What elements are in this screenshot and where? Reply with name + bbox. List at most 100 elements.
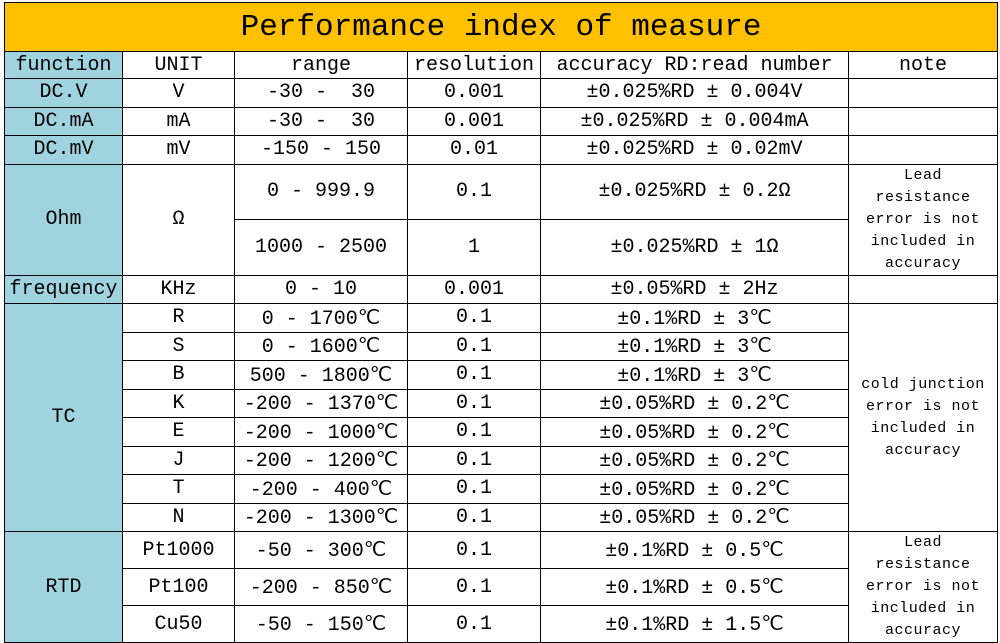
note-cell: Lead resistance error is not included in… xyxy=(847,531,999,643)
range-cell: 1000 - 2500 xyxy=(234,219,408,276)
table-title: Performance index of measure xyxy=(3,2,999,52)
unit-cell: Cu50 xyxy=(122,605,235,643)
table-row: B 500 - 1800℃ 0.1 ±0.1%RD ± 3℃ xyxy=(5,360,998,390)
range-cell: -150 - 150 xyxy=(234,135,408,165)
resolution-cell: 0.001 xyxy=(407,106,541,136)
note-cell xyxy=(847,135,999,165)
unit-cell: E xyxy=(122,417,235,447)
resolution-cell: 0.1 xyxy=(407,605,541,643)
unit-cell: B xyxy=(122,360,235,390)
range-cell: -200 - 1200℃ xyxy=(234,445,408,475)
accuracy-cell: ±0.05%RD ± 0.2℃ xyxy=(540,388,849,418)
accuracy-cell: ±0.1%RD ± 3℃ xyxy=(540,360,849,390)
accuracy-cell: ±0.025%RD ± 1Ω xyxy=(540,219,849,276)
unit-cell: T xyxy=(122,474,235,504)
unit-cell: V xyxy=(122,78,235,108)
function-cell: DC.mV xyxy=(4,135,123,165)
table-row: Ohm Ω 0 - 999.9 0.1 ±0.025%RD ± 0.2Ω Lead res… xyxy=(4,163,999,276)
resolution-cell: 0.1 xyxy=(407,474,541,504)
accuracy-cell: ±0.025%RD ± 0.004mA xyxy=(540,106,849,136)
accuracy-cell: ±0.1%RD ± 0.5℃ xyxy=(540,531,849,569)
range-cell: 0 - 10 xyxy=(234,274,408,304)
accuracy-cell: ±0.1%RD ± 3℃ xyxy=(540,331,849,361)
resolution-cell: 0.001 xyxy=(407,274,541,304)
unit-cell: Ω xyxy=(122,163,235,276)
table-row: DC.mV mV -150 - 150 0.01 ±0.025%RD ± 0.02mV xyxy=(4,135,999,165)
resolution-cell: 0.1 xyxy=(407,445,541,475)
table-row: T -200 - 400℃ 0.1 ±0.05%RD ± 0.2℃ xyxy=(5,474,998,504)
note-cell: Lead resistance error is not included in… xyxy=(847,163,999,276)
accuracy-cell: ±0.05%RD ± 0.2℃ xyxy=(540,417,849,447)
accuracy-cell: ±0.1%RD ± 1.5℃ xyxy=(540,605,849,643)
table-row: K -200 - 1370℃ 0.1 ±0.05%RD ± 0.2℃ xyxy=(5,388,998,418)
resolution-cell: 0.1 xyxy=(407,303,541,333)
accuracy-cell: ±0.025%RD ± 0.2Ω xyxy=(540,163,849,220)
spec-table: Performance index of measure function UNI… xyxy=(3,2,999,643)
range-cell: 0 - 999.9 xyxy=(234,163,408,220)
accuracy-cell: ±0.025%RD ± 0.004V xyxy=(540,78,849,108)
table-row: DC.V V -30 - 30 0.001 ±0.025%RD ± 0.004V xyxy=(4,78,999,108)
page: Performance index of measure function UNI… xyxy=(3,2,999,643)
function-cell: RTD xyxy=(4,531,123,643)
table-row: RTD Pt1000 -50 - 300℃ 0.1 ±0.1%RD ± 0.5℃ Lead… xyxy=(4,531,999,643)
table-row: E -200 - 1000℃ 0.1 ±0.05%RD ± 0.2℃ xyxy=(5,417,998,447)
function-cell: TC xyxy=(4,303,123,532)
range-cell: -50 - 150℃ xyxy=(234,605,408,643)
resolution-cell: 0.01 xyxy=(407,135,541,165)
range-cell: 0 - 1700℃ xyxy=(234,303,408,333)
range-cell: -200 - 1300℃ xyxy=(234,502,408,532)
accuracy-cell: ±0.025%RD ± 0.02mV xyxy=(540,135,849,165)
table-row: frequency KHz 0 - 10 0.001 ±0.05%RD ± 2Hz xyxy=(4,274,999,304)
function-cell: Ohm xyxy=(4,163,123,276)
table-row: DC.mA mA -30 - 30 0.001 ±0.025%RD ± 0.004mA xyxy=(4,106,999,136)
accuracy-cell: ±0.05%RD ± 0.2℃ xyxy=(540,502,849,532)
unit-cell: J xyxy=(122,445,235,475)
note-cell: cold junction error is not included in a… xyxy=(847,303,999,532)
resolution-cell: 0.1 xyxy=(407,388,541,418)
note-cell xyxy=(847,106,999,136)
table-row: N -200 - 1300℃ 0.1 ±0.05%RD ± 0.2℃ xyxy=(5,502,998,532)
unit-cell: Pt1000 xyxy=(122,531,235,569)
resolution-cell: 0.1 xyxy=(407,360,541,390)
accuracy-cell: ±0.05%RD ± 0.2℃ xyxy=(540,445,849,475)
column-header: function xyxy=(4,51,123,79)
column-header: resolution xyxy=(407,51,541,79)
resolution-cell: 0.001 xyxy=(407,78,541,108)
note-cell xyxy=(847,274,999,304)
function-cell: DC.V xyxy=(4,78,123,108)
accuracy-cell: ±0.05%RD ± 2Hz xyxy=(540,274,849,304)
accuracy-cell: ±0.05%RD ± 0.2℃ xyxy=(540,474,849,504)
column-header: note xyxy=(847,51,999,79)
resolution-cell: 0.1 xyxy=(407,568,541,606)
resolution-cell: 0.1 xyxy=(407,531,541,569)
range-cell: -200 - 400℃ xyxy=(234,474,408,504)
function-cell: frequency xyxy=(4,274,123,304)
range-cell: -30 - 30 xyxy=(234,78,408,108)
table-row: 1000 - 2500 1 ±0.025%RD ± 1Ω xyxy=(5,219,998,276)
range-cell: -200 - 850℃ xyxy=(234,568,408,606)
range-cell: -50 - 300℃ xyxy=(234,531,408,569)
range-cell: -200 - 1000℃ xyxy=(234,417,408,447)
column-header: UNIT xyxy=(122,51,235,79)
accuracy-cell: ±0.1%RD ± 0.5℃ xyxy=(540,568,849,606)
range-cell: 500 - 1800℃ xyxy=(234,360,408,390)
table-row: Pt100 -200 - 850℃ 0.1 ±0.1%RD ± 0.5℃ xyxy=(5,568,998,606)
unit-cell: S xyxy=(122,331,235,361)
resolution-cell: 1 xyxy=(407,219,541,276)
unit-cell: N xyxy=(122,502,235,532)
accuracy-cell: ±0.1%RD ± 3℃ xyxy=(540,303,849,333)
function-cell: DC.mA xyxy=(4,106,123,136)
note-cell xyxy=(847,78,999,108)
unit-cell: Pt100 xyxy=(122,568,235,606)
unit-cell: mV xyxy=(122,135,235,165)
resolution-cell: 0.1 xyxy=(407,331,541,361)
unit-cell: R xyxy=(122,303,235,333)
range-cell: 0 - 1600℃ xyxy=(234,331,408,361)
resolution-cell: 0.1 xyxy=(407,502,541,532)
column-header: range xyxy=(234,51,408,79)
range-cell: -30 - 30 xyxy=(234,106,408,136)
unit-cell: K xyxy=(122,388,235,418)
column-header: accuracy RD:read number xyxy=(540,51,849,79)
resolution-cell: 0.1 xyxy=(407,417,541,447)
table-row: J -200 - 1200℃ 0.1 ±0.05%RD ± 0.2℃ xyxy=(5,445,998,475)
